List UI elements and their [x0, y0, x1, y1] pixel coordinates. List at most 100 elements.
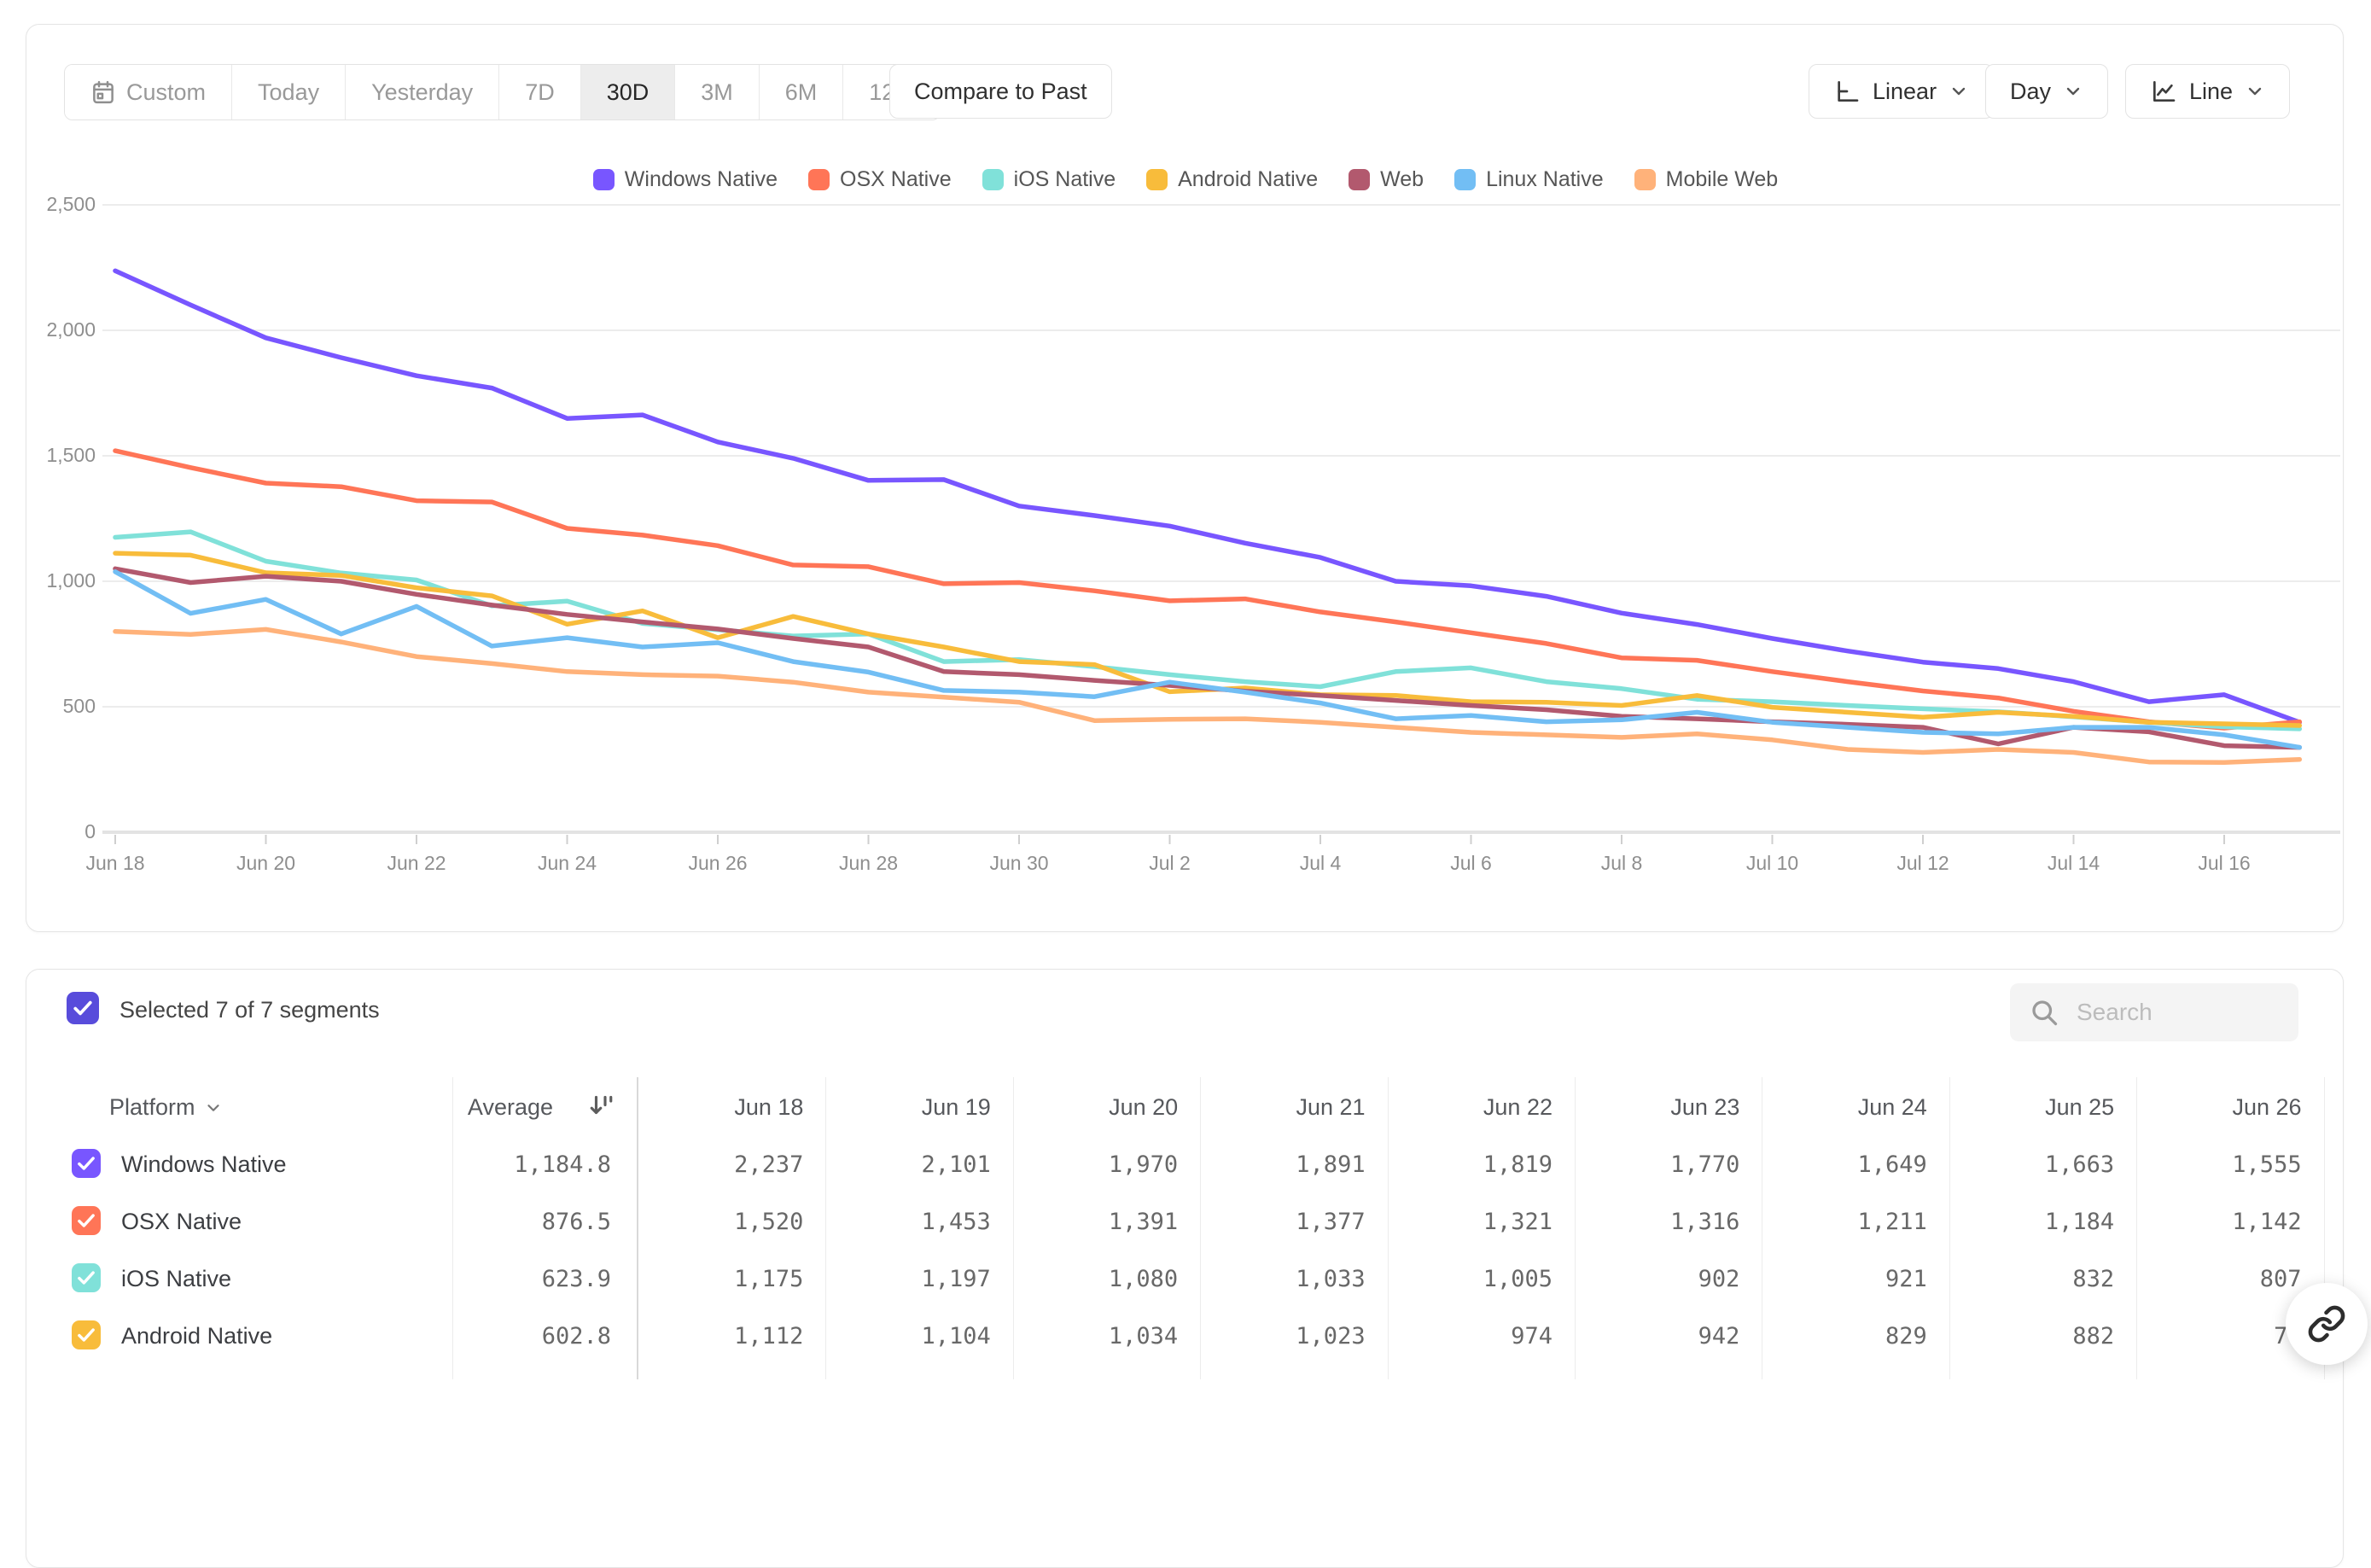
series-line-osx-native[interactable] — [113, 448, 2303, 731]
chart-card — [26, 24, 2344, 932]
date-column-header[interactable]: Jun 24 — [1857, 1094, 1927, 1120]
row-checkbox-osx-native[interactable] — [72, 1206, 101, 1235]
linear-axis-icon — [1833, 78, 1861, 105]
scale-dropdown-label: Linear — [1873, 78, 1937, 104]
legend-label: Windows Native — [624, 167, 778, 191]
interval-dropdown[interactable]: Day — [1985, 64, 2109, 119]
row-average-value: 602.8 — [541, 1323, 611, 1349]
date-column-header[interactable]: Jun 25 — [2045, 1094, 2115, 1120]
row-cell-value: 902 — [1698, 1266, 1740, 1292]
range-button-today[interactable]: Today — [231, 65, 346, 119]
row-cell-value: 1,197 — [921, 1266, 991, 1292]
row-cell-value: 807 — [2259, 1266, 2302, 1292]
legend-label: Linux Native — [1486, 167, 1604, 191]
legend-swatch — [1634, 169, 1656, 190]
date-column-header[interactable]: Jun 21 — [1296, 1094, 1366, 1120]
sort-descending-icon[interactable] — [587, 1091, 618, 1122]
x-axis-label: Jun 18 — [85, 852, 145, 874]
range-button-custom[interactable]: Custom — [65, 65, 232, 119]
series-line-linux-native[interactable] — [113, 569, 2303, 750]
legend-item-mobile-web[interactable]: Mobile Web — [1634, 167, 1778, 192]
select-all-checkbox[interactable] — [67, 992, 99, 1024]
legend-item-windows-native[interactable]: Windows Native — [592, 167, 778, 192]
calendar-icon — [90, 79, 116, 105]
date-column-header[interactable]: Jun 20 — [1109, 1094, 1179, 1120]
search-icon — [2029, 997, 2059, 1028]
legend-item-osx-native[interactable]: OSX Native — [808, 167, 952, 192]
row-cell-value: 2,237 — [734, 1151, 804, 1178]
row-cell-value: 1,377 — [1296, 1209, 1366, 1235]
series-line-ios-native[interactable] — [113, 529, 2303, 732]
row-platform-label: OSX Native — [121, 1209, 242, 1234]
legend-item-web[interactable]: Web — [1349, 167, 1424, 192]
row-cell-value: 1,663 — [2044, 1151, 2115, 1178]
legend-label: OSX Native — [840, 167, 952, 191]
chevron-down-icon — [2245, 81, 2265, 102]
row-cell-value: 1,112 — [734, 1323, 804, 1349]
platform-column-header[interactable]: Platform — [109, 1094, 223, 1121]
row-cell-value: 1,321 — [1483, 1209, 1553, 1235]
compare-to-past-button[interactable]: Compare to Past — [889, 64, 1112, 119]
date-column-header[interactable]: Jun 18 — [734, 1094, 804, 1120]
row-cell-value: 1,555 — [2232, 1151, 2302, 1178]
range-button-7d[interactable]: 7D — [498, 65, 580, 119]
date-column-header[interactable]: Jun 19 — [921, 1094, 991, 1120]
row-cell-value: 1,033 — [1296, 1266, 1366, 1292]
range-button-3m[interactable]: 3M — [674, 65, 759, 119]
legend-label: iOS Native — [1013, 167, 1116, 191]
series-line-mobile-web[interactable] — [113, 627, 2303, 766]
x-axis-label: Jun 28 — [838, 852, 899, 874]
x-axis-line — [102, 831, 2340, 834]
range-button-yesterday[interactable]: Yesterday — [345, 65, 499, 119]
row-cell-value: 1,770 — [1670, 1151, 1740, 1178]
row-checkbox-ios-native[interactable] — [72, 1263, 101, 1292]
series-line-android-native[interactable] — [113, 551, 2303, 728]
date-column-header[interactable]: Jun 26 — [2232, 1094, 2302, 1120]
range-label: 7D — [525, 79, 555, 105]
range-label: Today — [258, 79, 320, 105]
x-axis-label: Jun 20 — [236, 852, 296, 874]
compare-to-past-label: Compare to Past — [914, 78, 1087, 104]
chart-type-dropdown[interactable]: Line — [2125, 64, 2291, 119]
search-input[interactable] — [2075, 998, 2257, 1027]
range-label: Custom — [126, 79, 207, 105]
row-cell-value: 1,970 — [1108, 1151, 1179, 1178]
row-checkbox-android-native[interactable] — [72, 1320, 101, 1349]
platform-header-label: Platform — [109, 1094, 195, 1120]
row-cell-value: 1,391 — [1108, 1209, 1179, 1235]
legend-item-linux-native[interactable]: Linux Native — [1454, 167, 1604, 192]
row-cell-value: 1,891 — [1296, 1151, 1366, 1178]
row-cell-value: 974 — [1511, 1323, 1553, 1349]
y-axis-label: 2,000 — [46, 318, 96, 341]
x-axis-label: Jul 4 — [1299, 852, 1342, 874]
legend-swatch — [592, 169, 615, 190]
range-button-6m[interactable]: 6M — [758, 65, 843, 119]
row-checkbox-windows-native[interactable] — [72, 1149, 101, 1178]
x-axis-label: Jul 12 — [1896, 852, 1949, 874]
row-platform-label: Windows Native — [121, 1151, 287, 1177]
row-average-value: 876.5 — [541, 1209, 611, 1235]
row-platform-label: Android Native — [121, 1323, 273, 1349]
legend-swatch — [1349, 169, 1371, 190]
row-cell-value: 1,649 — [1857, 1151, 1927, 1178]
search-box[interactable] — [2010, 983, 2298, 1041]
series-line-windows-native[interactable] — [113, 268, 2303, 725]
row-cell-value: 1,034 — [1108, 1323, 1179, 1349]
x-axis-label: Jul 14 — [2047, 852, 2100, 874]
x-axis-label: Jul 8 — [1600, 852, 1643, 874]
row-cell-value: 1,316 — [1670, 1209, 1740, 1235]
legend-item-ios-native[interactable]: iOS Native — [982, 167, 1116, 192]
date-column-header[interactable]: Jun 23 — [1670, 1094, 1740, 1120]
range-button-30d[interactable]: 30D — [580, 65, 675, 119]
legend-item-android-native[interactable]: Android Native — [1146, 167, 1318, 192]
x-axis-label: Jun 30 — [989, 852, 1049, 874]
date-column-header[interactable]: Jun 22 — [1483, 1094, 1553, 1120]
y-axis-label: 2,500 — [46, 193, 96, 215]
row-cell-value: 921 — [1885, 1266, 1927, 1292]
row-average-value: 623.9 — [541, 1266, 611, 1292]
average-column-header[interactable]: Average — [452, 1094, 638, 1121]
row-cell-value: 1,104 — [921, 1323, 991, 1349]
copy-link-button[interactable] — [2286, 1283, 2368, 1365]
scale-dropdown[interactable]: Linear — [1809, 64, 1995, 119]
y-axis-label: 500 — [62, 695, 96, 717]
